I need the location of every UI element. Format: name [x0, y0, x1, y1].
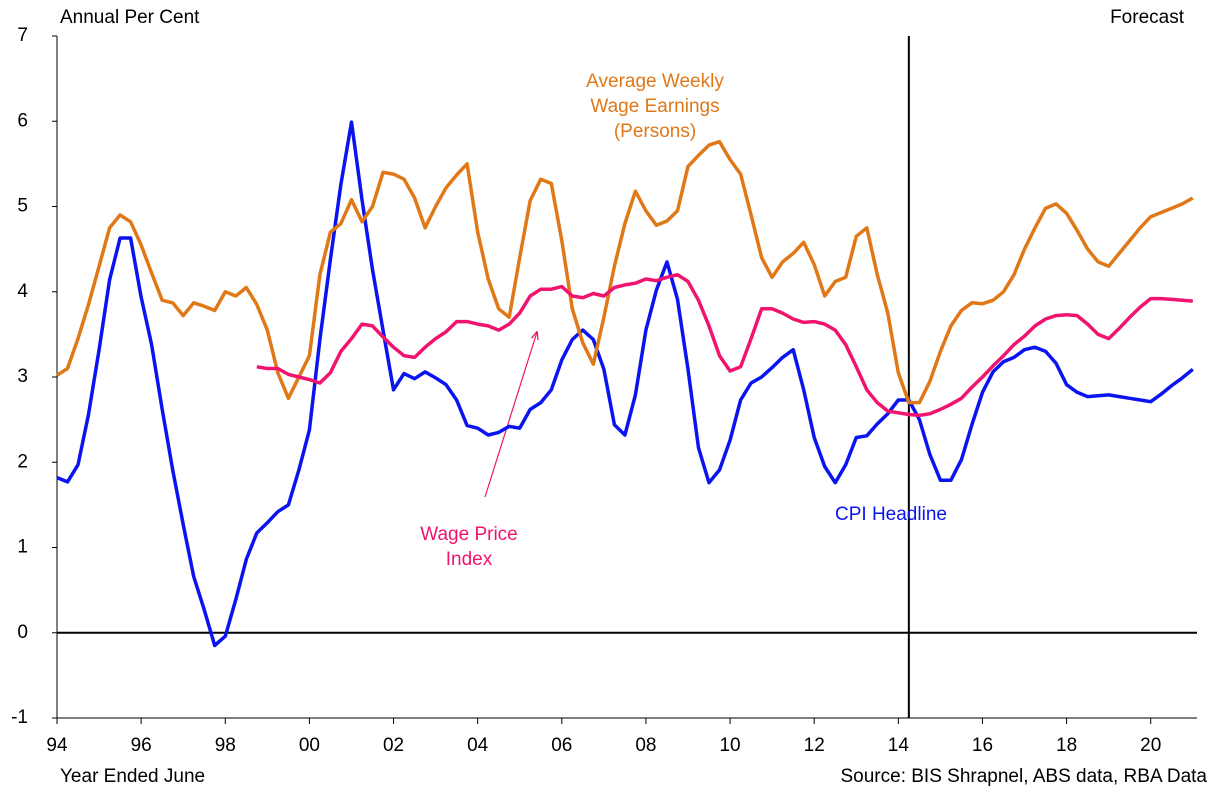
source-note: Source: BIS Shrapnel, ABS data, RBA Data — [841, 766, 1208, 787]
series-label: Wage Price — [420, 524, 518, 545]
y-axis-label: Annual Per Cent — [60, 7, 200, 28]
y-tick-label: 5 — [17, 196, 28, 217]
series-label: CPI Headline — [835, 504, 947, 525]
x-tick-label: 00 — [299, 735, 320, 756]
x-tick-label: 04 — [467, 735, 489, 756]
y-tick-label: 1 — [17, 537, 28, 558]
x-tick-label: 16 — [972, 735, 993, 756]
y-tick-label: 7 — [17, 25, 28, 46]
series-label: Wage Earnings — [590, 96, 719, 117]
y-tick-label: 6 — [17, 110, 28, 131]
x-tick-label: 14 — [888, 735, 910, 756]
x-tick-label: 08 — [635, 735, 656, 756]
y-tick-label: 2 — [17, 451, 28, 472]
x-tick-label: 02 — [383, 735, 404, 756]
series-line — [256, 272, 1193, 418]
x-tick-label: 94 — [46, 735, 68, 756]
annotation-arrow — [484, 332, 537, 498]
series-line — [56, 139, 1194, 405]
x-tick-label: 20 — [1140, 735, 1161, 756]
x-axis-label: Year Ended June — [60, 766, 205, 787]
x-tick-label: 12 — [804, 735, 825, 756]
y-tick-label: 3 — [17, 366, 28, 387]
y-tick-label: 4 — [17, 281, 28, 302]
y-tick-label: 0 — [17, 622, 28, 643]
x-tick-label: 18 — [1056, 735, 1077, 756]
y-tick-label: -1 — [11, 707, 28, 728]
x-tick-label: 98 — [215, 735, 236, 756]
x-tick-label: 10 — [719, 735, 740, 756]
series-label: Index — [446, 549, 493, 570]
series-label: Average Weekly — [586, 71, 724, 92]
x-tick-label: 06 — [551, 735, 572, 756]
forecast-label: Forecast — [1110, 7, 1185, 28]
series-line — [56, 120, 1194, 648]
x-tick-label: 96 — [131, 735, 152, 756]
series-label: (Persons) — [614, 121, 696, 142]
